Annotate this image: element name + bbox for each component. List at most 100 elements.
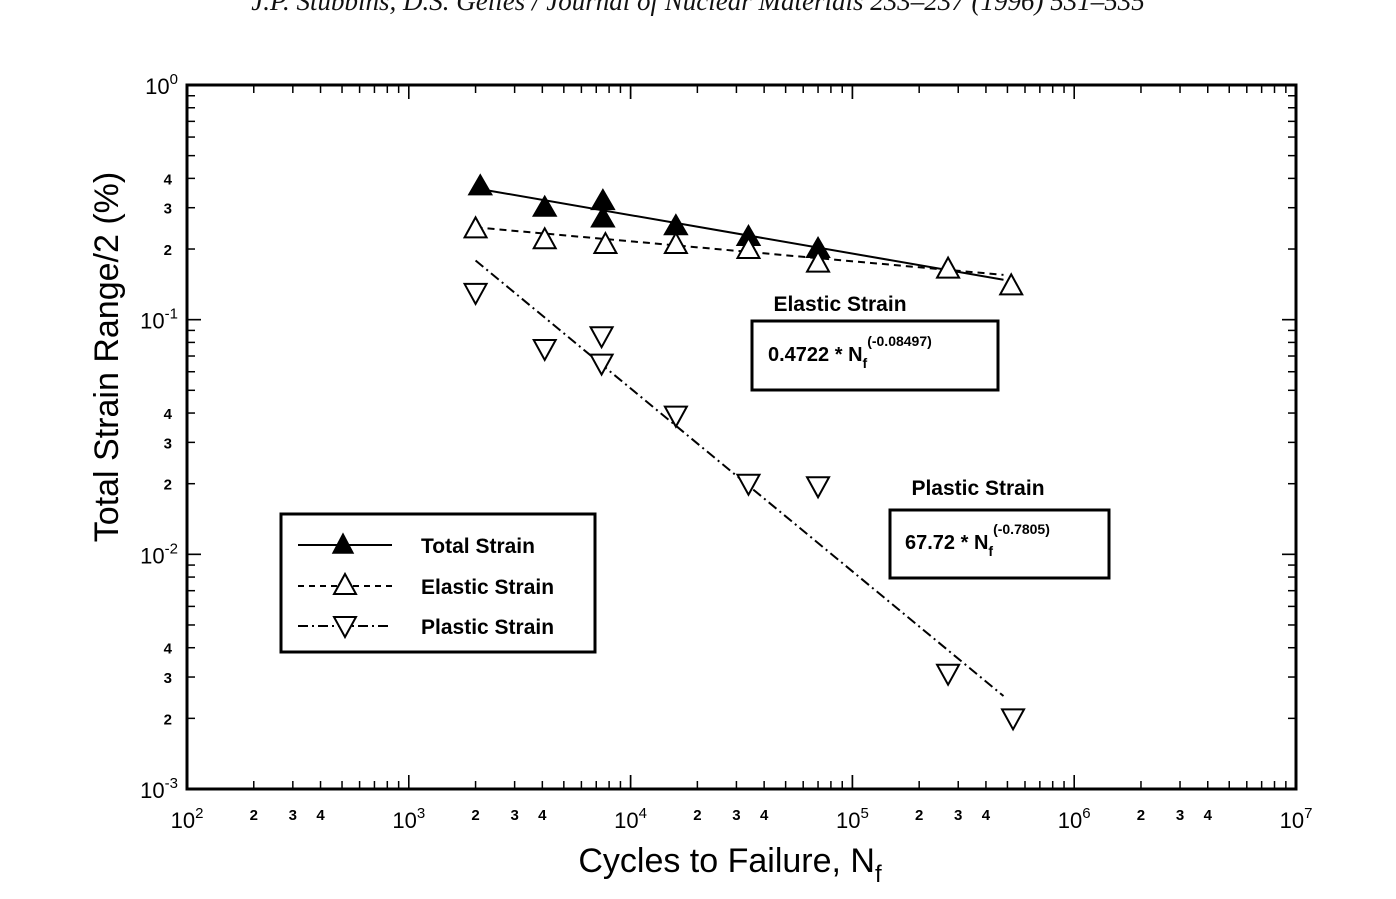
y-tick-label: 100 (145, 71, 178, 99)
data-markers (462, 173, 1026, 732)
x-axis-title-sub: f (875, 861, 882, 888)
x-minor-tick-label: 3 (289, 807, 297, 824)
data-point-plastic-strain (1000, 708, 1026, 732)
y-tick-label: 10-1 (140, 306, 178, 334)
x-tick-label-exp: 7 (1304, 805, 1312, 822)
plastic-formula: 67.72 * Nf(-0.7805) (905, 521, 1050, 559)
x-tick-label-base: 10 (1058, 808, 1082, 833)
elastic-formula-sub: f (863, 355, 868, 371)
legend-item-elastic-strain: Elastic Strain (298, 571, 554, 599)
y-tick-label-exp: -2 (165, 540, 178, 557)
y-tick-label: 10-3 (140, 775, 178, 803)
fit-line-elastic-strain (475, 226, 1004, 276)
plot-frame (185, 83, 1298, 791)
x-tick-label-base: 10 (1280, 808, 1304, 833)
legend-label-elastic: Elastic Strain (421, 576, 554, 599)
y-minor-tick-label: 4 (164, 406, 173, 423)
plastic-formula-exp: (-0.7805) (993, 521, 1050, 537)
data-point-plastic-strain (935, 663, 961, 687)
x-minor-tick-label: 4 (316, 807, 325, 824)
data-point-plastic-strain (735, 473, 762, 497)
x-minor-tick-label: 4 (538, 807, 547, 824)
x-minor-tick-label: 2 (693, 807, 701, 824)
plastic-formula-sub: f (988, 543, 993, 559)
x-tick-label: 104 (614, 805, 647, 833)
x-tick-label-base: 10 (836, 808, 860, 833)
x-tick-label-base: 10 (614, 808, 638, 833)
data-point-plastic-strain (588, 326, 615, 350)
plot-area (185, 83, 1298, 791)
elastic-formula: 0.4722 * Nf (-0.08497) (768, 333, 932, 371)
data-point-elastic-strain (935, 255, 961, 279)
x-minor-tick-label: 4 (982, 807, 991, 824)
x-tick-label-exp: 2 (195, 805, 203, 822)
y-tick-label: 10-2 (140, 540, 178, 568)
legend-marker-elastic (332, 571, 358, 595)
data-point-elastic-strain (532, 226, 558, 250)
x-axis-title-main: Cycles to Failure, N (578, 842, 875, 880)
data-point-elastic-strain (663, 230, 689, 255)
plastic-annotation-title: Plastic Strain (911, 477, 1044, 500)
y-minor-tick-label: 3 (164, 435, 172, 452)
elastic-formula-exp: (-0.08497) (867, 333, 932, 349)
data-point-elastic-strain (805, 249, 831, 273)
data-point-total-strain (590, 205, 616, 228)
x-tick-label-exp: 3 (417, 805, 425, 822)
x-minor-tick-label: 3 (954, 807, 962, 824)
legend: Total Strain Elastic Strain Plastic Stra… (279, 512, 597, 654)
y-minor-tick-label: 3 (164, 670, 172, 687)
fit-line-total-strain (480, 188, 1004, 281)
x-tick-label-exp: 4 (639, 805, 647, 822)
y-tick-label-exp: 0 (170, 71, 178, 88)
data-point-plastic-strain (663, 405, 689, 429)
legend-marker-total (331, 532, 355, 554)
plastic-formula-box (888, 508, 1111, 580)
data-point-elastic-strain (462, 215, 489, 239)
legend-box (279, 512, 597, 654)
legend-item-total-strain: Total Strain (298, 532, 535, 558)
elastic-formula-main: 0.4722 * N (768, 344, 863, 366)
y-minor-tick-label: 2 (164, 242, 172, 259)
legend-label-total: Total Strain (421, 535, 535, 558)
y-minor-tick-label: 3 (164, 201, 172, 218)
data-point-plastic-strain (462, 282, 489, 307)
x-tick-label: 107 (1280, 805, 1313, 833)
minor-ticks (186, 84, 1297, 790)
legend-label-plastic: Plastic Strain (421, 616, 554, 639)
x-minor-tick-label: 2 (471, 807, 479, 824)
data-point-plastic-strain (588, 353, 615, 377)
y-tick-label-base: 10 (140, 543, 164, 568)
elastic-formula-box (750, 319, 1000, 392)
y-tick-label-base: 10 (140, 778, 164, 803)
y-tick-label-exp: -3 (165, 775, 178, 792)
x-tick-label: 103 (392, 805, 425, 833)
x-tick-label: 102 (171, 805, 204, 833)
y-minor-tick-label: 4 (164, 641, 173, 658)
data-point-elastic-strain (735, 235, 762, 260)
x-tick-label: 105 (836, 805, 869, 833)
data-point-total-strain (467, 173, 494, 196)
data-point-plastic-strain (805, 476, 831, 500)
data-point-plastic-strain (532, 338, 558, 363)
x-tick-label-base: 10 (171, 808, 195, 833)
y-tick-label-base: 10 (145, 74, 169, 99)
y-minor-tick-label: 2 (164, 477, 172, 494)
data-point-total-strain (531, 194, 558, 217)
x-minor-tick-label: 3 (510, 807, 518, 824)
x-minor-tick-label: 3 (1176, 807, 1184, 824)
x-minor-tick-label: 2 (1137, 807, 1145, 824)
y-tick-label-base: 10 (140, 309, 164, 334)
x-tick-label-exp: 5 (860, 805, 868, 822)
legend-marker-plastic (332, 616, 358, 640)
data-point-elastic-strain (592, 230, 619, 255)
y-axis-title: Total Strain Range/2 (%) (88, 172, 126, 542)
plastic-formula-main: 67.72 * N (905, 532, 988, 554)
x-axis-title: Cycles to Failure, Nf (578, 842, 882, 888)
elastic-annotation-title: Elastic Strain (773, 293, 906, 316)
x-tick-label-base: 10 (392, 808, 416, 833)
y-minor-tick-label: 4 (164, 171, 173, 188)
x-minor-tick-label: 2 (915, 807, 923, 824)
